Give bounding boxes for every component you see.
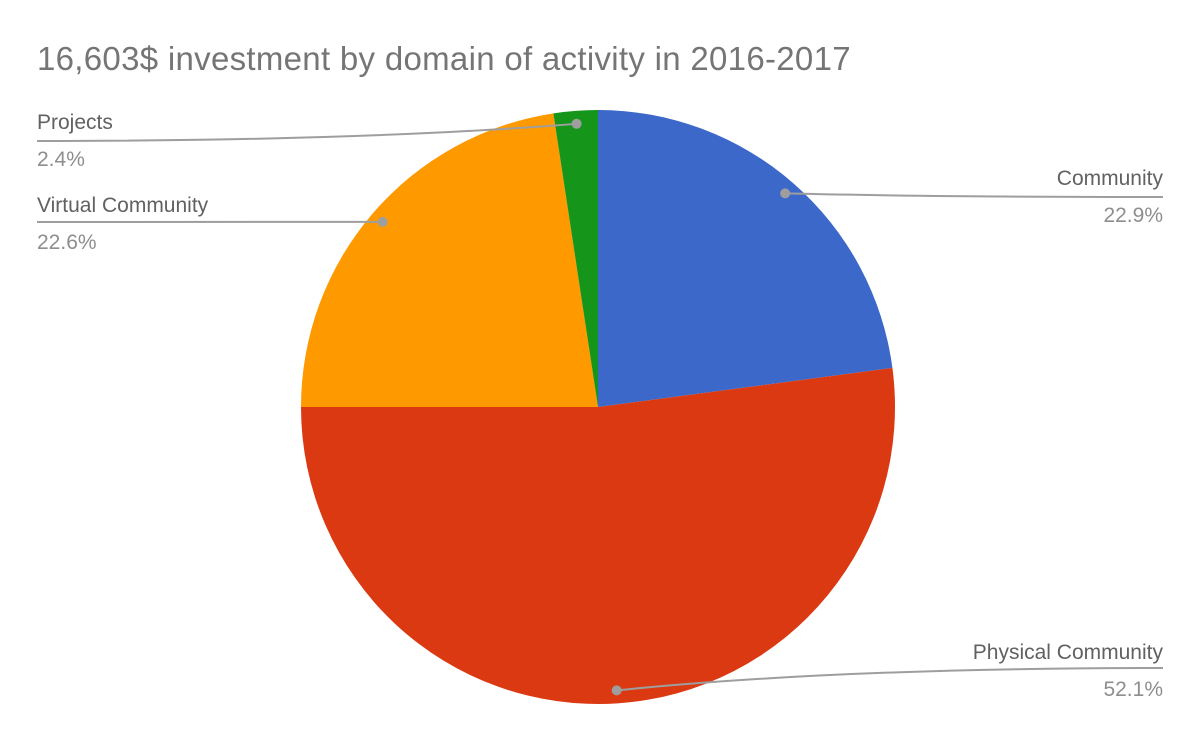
leader-lines-group	[36, 122, 1164, 692]
leader-dots-group	[377, 118, 791, 696]
leader-dot-physical-community	[611, 685, 622, 696]
callout-community: Community 22.9%	[1057, 166, 1163, 229]
slice-percentage-community: 22.9%	[1103, 204, 1163, 227]
slice-label-physical-community: Physical Community	[972, 641, 1163, 664]
slice-percentage-virtual-community: 22.6%	[37, 231, 97, 254]
slice-label-virtual-community: Virtual Community	[37, 194, 209, 217]
callout-projects: Projects 2.4%	[37, 110, 113, 173]
chart-title: 16,603$ investment by domain of activity…	[37, 40, 851, 77]
pie-slice-community[interactable]	[598, 110, 893, 407]
slice-label-projects: Projects	[37, 111, 113, 134]
pie-slice-virtual-community[interactable]	[301, 113, 598, 408]
pie-slices-group	[301, 110, 896, 704]
slice-percentage-projects: 2.4%	[37, 148, 85, 171]
leader-dot-virtual-community	[377, 216, 388, 227]
slice-label-community: Community	[1056, 167, 1163, 190]
leader-line-projects	[36, 122, 577, 142]
pie-slice-projects[interactable]	[553, 110, 598, 407]
leader-dot-community	[780, 188, 791, 199]
slice-percentage-physical-community: 52.1%	[1103, 678, 1163, 701]
callout-virtual-community: Virtual Community 22.6%	[37, 193, 208, 256]
leader-line-community	[785, 192, 1164, 198]
leader-dot-projects	[571, 118, 582, 129]
leader-line-physical-community	[616, 667, 1164, 692]
callout-physical-community: Physical Community 52.1%	[973, 640, 1163, 703]
pie-slice-physical-community[interactable]	[301, 367, 896, 704]
